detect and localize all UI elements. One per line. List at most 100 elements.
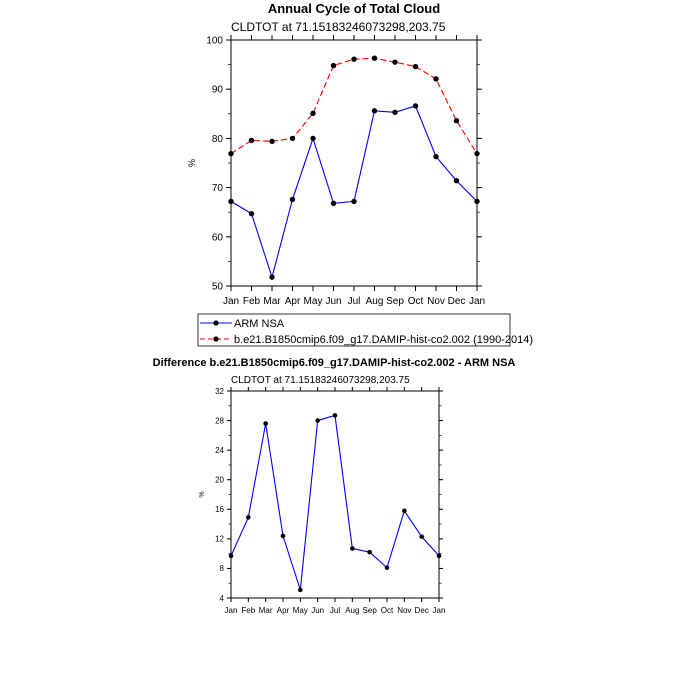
chart1-series-1-point	[412, 63, 419, 70]
chart1-series-0-point	[351, 198, 357, 205]
chart1-xtick-label: Oct	[408, 296, 424, 307]
chart1-series-0-point	[310, 135, 316, 142]
chart2-xtick-label: Sep	[363, 606, 378, 615]
chart1-ytick-label: 70	[212, 183, 224, 194]
chart2-series-0-point	[315, 418, 320, 423]
chart1-series-0-point	[474, 198, 480, 205]
chart1-ytick-label: 80	[212, 134, 224, 145]
chart2-xtick-label: Nov	[397, 606, 411, 615]
legend-label-arm-nsa: ARM NSA	[234, 318, 285, 330]
chart2-xtick-label: Feb	[241, 606, 255, 615]
chart1-series-0-point	[392, 109, 398, 116]
chart2-title: Difference b.e21.B1850cmip6.f09_g17.DAMI…	[153, 357, 516, 369]
chart2-series-0-point	[280, 533, 286, 539]
chart1-series-0-point	[269, 274, 275, 280]
chart2-series-0-point	[263, 421, 268, 426]
chart2-ytick-label: 28	[215, 416, 224, 425]
chart1-xtick-label: Sep	[386, 296, 404, 307]
chart1-ytick-label: 50	[212, 282, 224, 293]
chart1-xtick-label: Apr	[285, 296, 301, 307]
chart2-series-0-point	[367, 549, 372, 555]
chart1-legend-frame	[197, 313, 511, 347]
legend-entry-arm-nsa: ARM NSA	[200, 318, 285, 330]
chart1-series-1-point	[351, 56, 357, 62]
chart1-series-0-point	[330, 200, 337, 207]
chart1-series-1-point	[371, 55, 378, 61]
chart1-series-1-point	[289, 135, 296, 142]
chart2-subtitle: CLDTOT at 71.15183246073298,203.75	[231, 375, 410, 386]
chart2-plot-frame	[230, 390, 440, 599]
chart1-series-1-point	[433, 76, 439, 82]
chart2-series-0-point	[436, 553, 442, 559]
chart1-series-1-line	[230, 57, 478, 155]
chart2-series-0-point	[332, 413, 338, 418]
chart2-series-0-point	[350, 546, 355, 551]
chart1-series-0-point	[412, 103, 419, 109]
chart2-ylabel: %	[199, 491, 206, 497]
chart1-plot-frame	[230, 39, 478, 287]
legend-marker-model	[213, 336, 219, 342]
chart1-ytick-label: 60	[212, 232, 224, 243]
chart2-xtick-label: Jan	[225, 606, 238, 615]
chart1-xtick-label: Feb	[243, 296, 261, 307]
chart2-series-0-point	[228, 553, 234, 559]
chart2-series-0-point	[402, 508, 407, 514]
chart1-xtick-label: Jun	[325, 296, 341, 307]
chart1-plot: 50 60 70 80 90 100 Jan Feb Mar Apr May Jun Jul Aug Sep…	[187, 35, 485, 307]
chart1-ytick-label: 90	[212, 85, 224, 96]
chart2-series-0-point	[298, 587, 303, 593]
chart1-series-1-point	[228, 150, 234, 157]
chart1-series-0-point	[453, 178, 460, 184]
chart2-series-0-line	[230, 414, 440, 591]
chart2-xtick-label: Aug	[345, 606, 359, 615]
legend-label-model: b.e21.B1850cmip6.f09_g17.DAMIP-hist-co2.…	[234, 334, 533, 346]
chart1-xtick-label: Jul	[348, 296, 361, 307]
chart2-xtick-label: Jan	[433, 606, 446, 615]
chart1-ytick-label: 100	[206, 36, 223, 47]
chart2-xtick-label: Jul	[330, 606, 340, 615]
chart2-xtick-label: Apr	[277, 606, 290, 615]
chart2-ytick-label: 24	[215, 446, 224, 455]
chart1-series-0-point	[248, 210, 255, 217]
chart1-xtick-label: Jan	[223, 296, 239, 307]
chart2-ytick-label: 16	[215, 505, 224, 514]
chart1-series-1-point	[248, 137, 255, 144]
chart1-series-1-point	[330, 62, 337, 69]
chart2-xtick-label: Oct	[381, 606, 394, 615]
chart1-xtick-label: Nov	[427, 296, 445, 307]
chart1-series-1-point	[269, 138, 275, 145]
chart1-subtitle: CLDTOT at 71.15183246073298,203.75	[231, 20, 446, 34]
chart2-xtick-label: Mar	[259, 606, 273, 615]
chart2-xtick-label: May	[293, 606, 308, 615]
chart2-ytick-label: 20	[215, 476, 224, 485]
legend-entry-model: b.e21.B1850cmip6.f09_g17.DAMIP-hist-co2.…	[200, 334, 533, 346]
chart1-series-0-line	[230, 105, 478, 280]
chart1-series-0-point	[433, 153, 439, 160]
chart1-ylabel: %	[187, 159, 197, 167]
legend-marker-arm-nsa	[213, 320, 219, 326]
chart1-series-0-point	[228, 198, 234, 205]
chart2-xtick-label: Jun	[311, 606, 324, 615]
chart2-ytick-label: 8	[220, 564, 225, 573]
chart2-series-0-point	[419, 534, 424, 539]
chart2-series-0-point	[246, 515, 251, 520]
chart2-ytick-label: 4	[220, 594, 225, 603]
chart1-series-1-point	[453, 117, 460, 124]
chart1-series-1-point	[392, 59, 398, 65]
chart2-xtick-label: Dec	[415, 606, 429, 615]
chart1-series-0-point	[371, 108, 378, 114]
chart1-xtick-label: Mar	[263, 296, 281, 307]
chart1-xtick-label: Aug	[366, 296, 384, 307]
chart1-series-0-point	[289, 196, 296, 203]
chart1-series-1-point	[310, 110, 316, 117]
chart2-ytick-label: 12	[215, 535, 224, 544]
chart1-series-1-point	[474, 150, 480, 157]
chart2-series-0-point	[384, 565, 390, 570]
chart1-xtick-label: Jan	[469, 296, 485, 307]
chart1-xtick-label: May	[304, 296, 323, 307]
chart1-title: Annual Cycle of Total Cloud	[268, 1, 440, 16]
chart1-xtick-label: Dec	[448, 296, 466, 307]
chart2-ytick-label: 32	[215, 387, 224, 396]
